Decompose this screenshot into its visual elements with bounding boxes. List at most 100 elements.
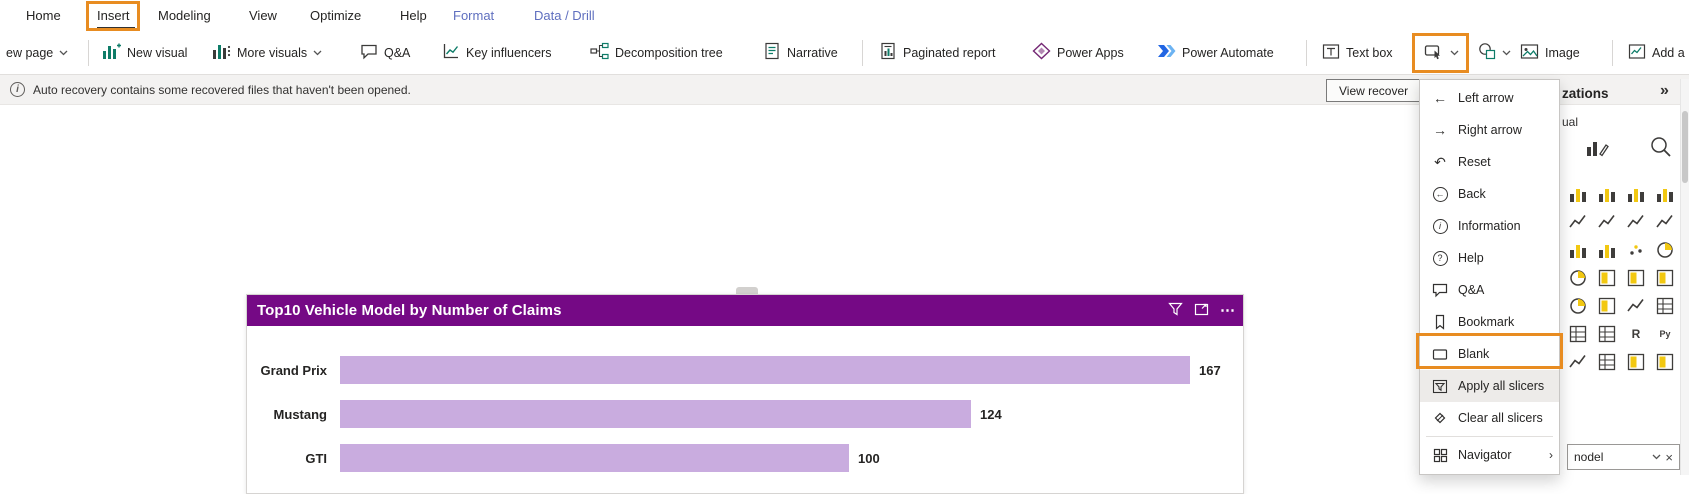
viz-icon-pie-chart[interactable]	[1655, 240, 1675, 260]
submenu-arrow-icon: ›	[1549, 448, 1553, 462]
menu-item-left-arrow[interactable]: ← Left arrow	[1433, 90, 1514, 106]
narrative-icon	[764, 42, 781, 63]
build-visual-icon[interactable]	[1584, 134, 1610, 163]
viz-icon-clustered-column-chart[interactable]	[1655, 184, 1675, 204]
toolbar-separator	[1612, 40, 1613, 66]
viz-icon-matrix[interactable]	[1597, 324, 1617, 344]
viz-icon-decomposition-tree[interactable]	[1597, 352, 1617, 372]
remove-field-icon[interactable]: ×	[1665, 449, 1673, 465]
filter-icon[interactable]	[1168, 302, 1183, 319]
menu-item-blank[interactable]: Blank	[1420, 338, 1559, 370]
bar-gti[interactable]	[340, 444, 849, 472]
menu-item-bookmark[interactable]: Bookmark	[1420, 306, 1559, 338]
tab-data-drill[interactable]: Data / Drill	[534, 8, 595, 23]
viz-icon-card[interactable]	[1597, 296, 1617, 316]
collapse-pane-icon[interactable]: »	[1660, 82, 1669, 99]
qa-button[interactable]: Q&A	[356, 31, 414, 74]
viz-icon-map[interactable]	[1626, 268, 1646, 288]
shapes-button[interactable]	[1474, 31, 1515, 74]
view-recovered-button[interactable]: View recover	[1326, 79, 1422, 102]
value-label: 124	[980, 406, 1002, 422]
viz-icon-waterfall-chart[interactable]	[1568, 240, 1588, 260]
viz-icon-stacked-column-chart[interactable]	[1597, 184, 1617, 204]
buttons-dropdown-button[interactable]	[1420, 31, 1463, 74]
paginated-report-icon	[880, 42, 897, 63]
more-options-icon[interactable]: ⋯	[1220, 302, 1235, 319]
field-well-pill[interactable]: nodel ×	[1567, 444, 1680, 470]
image-icon	[1520, 43, 1539, 63]
scrollbar-thumb[interactable]	[1682, 111, 1688, 183]
viz-icon-donut-chart[interactable]	[1568, 268, 1588, 288]
viz-icon-key-influencers[interactable]	[1568, 352, 1588, 372]
tab-view[interactable]: View	[249, 8, 277, 23]
chevron-down-icon	[1502, 50, 1511, 56]
viz-icon-kpi[interactable]	[1626, 296, 1646, 316]
power-apps-button[interactable]: Power Apps	[1028, 31, 1128, 74]
menu-item-help[interactable]: ? Help	[1420, 242, 1559, 274]
menu-item-back[interactable]: ← Back	[1420, 178, 1559, 210]
tab-optimize[interactable]: Optimize	[310, 8, 362, 23]
tab-help[interactable]: Help	[400, 8, 427, 23]
category-label: GTI	[305, 450, 327, 466]
viz-icon-line-chart[interactable]	[1568, 212, 1588, 232]
bar-grand-prix[interactable]	[340, 356, 1190, 384]
visual-drag-handle[interactable]	[736, 287, 758, 294]
chevron-down-icon[interactable]	[1652, 454, 1661, 460]
help-icon: ?	[1431, 250, 1449, 266]
menu-item-clear-all-slicers[interactable]: Clear all slicers	[1420, 402, 1559, 434]
buttons-icon	[1424, 42, 1444, 63]
viz-icon-funnel-chart[interactable]	[1597, 240, 1617, 260]
pane-scrollbar[interactable]	[1680, 79, 1689, 475]
decomposition-tree-button[interactable]: Decomposition tree	[586, 31, 727, 74]
viz-icon-scatter-chart[interactable]	[1626, 240, 1646, 260]
key-influencers-button[interactable]: Key influencers	[438, 31, 555, 74]
viz-icon-slicer[interactable]	[1655, 296, 1675, 316]
viz-icon-python-visual[interactable]: Py	[1659, 329, 1671, 339]
menu-item-reset[interactable]: ↶ Reset	[1420, 146, 1559, 178]
menu-item-apply-all-slicers[interactable]: Apply all slicers	[1420, 370, 1559, 402]
power-automate-icon	[1157, 43, 1176, 62]
power-automate-button[interactable]: Power Automate	[1153, 31, 1278, 74]
viz-icon-paginated-report[interactable]	[1655, 352, 1675, 372]
tab-modeling[interactable]: Modeling	[158, 8, 211, 23]
add-a-visual-button[interactable]: Add a	[1624, 31, 1689, 74]
apply-all-slicers-icon	[1431, 379, 1449, 394]
bar-mustang[interactable]	[340, 400, 971, 428]
viz-icon-qa-visual[interactable]	[1626, 352, 1646, 372]
viz-icon-clustered-bar-chart[interactable]	[1626, 184, 1646, 204]
paginated-report-button[interactable]: Paginated report	[876, 31, 999, 74]
menu-item-navigator[interactable]: Navigator ›	[1420, 439, 1559, 471]
format-visual-icon[interactable]	[1648, 134, 1674, 163]
narrative-button[interactable]: Narrative	[760, 31, 842, 74]
image-button[interactable]: Image	[1516, 31, 1584, 74]
tab-insert[interactable]: Insert	[97, 8, 130, 23]
tab-format[interactable]: Format	[453, 8, 495, 23]
menu-divider	[1426, 436, 1553, 437]
viz-icon-stacked-area-chart[interactable]	[1626, 212, 1646, 232]
info-icon: i	[10, 82, 25, 97]
ribbon-toolbar: ew page New visual More visuals Q&A Key …	[0, 31, 1689, 75]
focus-mode-icon[interactable]	[1194, 302, 1209, 319]
toolbar-separator	[1306, 40, 1307, 66]
tab-home[interactable]: Home	[26, 8, 61, 23]
text-box-button[interactable]: Text box	[1318, 31, 1397, 74]
menu-item-qa[interactable]: Q&A	[1420, 274, 1559, 306]
chart-plot-area: Grand Prix 167 Mustang 124 GTI 100	[247, 326, 1243, 480]
viz-icon-treemap[interactable]	[1597, 268, 1617, 288]
chevron-down-icon	[313, 50, 322, 56]
more-visuals-button[interactable]: More visuals	[208, 31, 326, 74]
menu-item-information[interactable]: i Information	[1420, 210, 1559, 242]
menu-item-right-arrow[interactable]: → Right arrow	[1433, 122, 1522, 138]
viz-icon-filled-map[interactable]	[1655, 268, 1675, 288]
new-visual-button[interactable]: New visual	[98, 31, 191, 74]
navigator-icon	[1431, 448, 1449, 463]
viz-icon-stacked-bar-chart[interactable]	[1568, 184, 1588, 204]
viz-icon-area-chart[interactable]	[1597, 212, 1617, 232]
viz-icon-table[interactable]	[1568, 324, 1588, 344]
viz-icon-r-script-visual[interactable]: R	[1631, 327, 1641, 341]
bookmark-icon	[1431, 314, 1449, 330]
new-page-button[interactable]: ew page	[2, 31, 72, 74]
viz-icon-ribbon-chart[interactable]	[1655, 212, 1675, 232]
viz-icon-gauge[interactable]	[1568, 296, 1588, 316]
bar-chart-visual[interactable]: Top10 Vehicle Model by Number of Claims …	[246, 294, 1244, 494]
